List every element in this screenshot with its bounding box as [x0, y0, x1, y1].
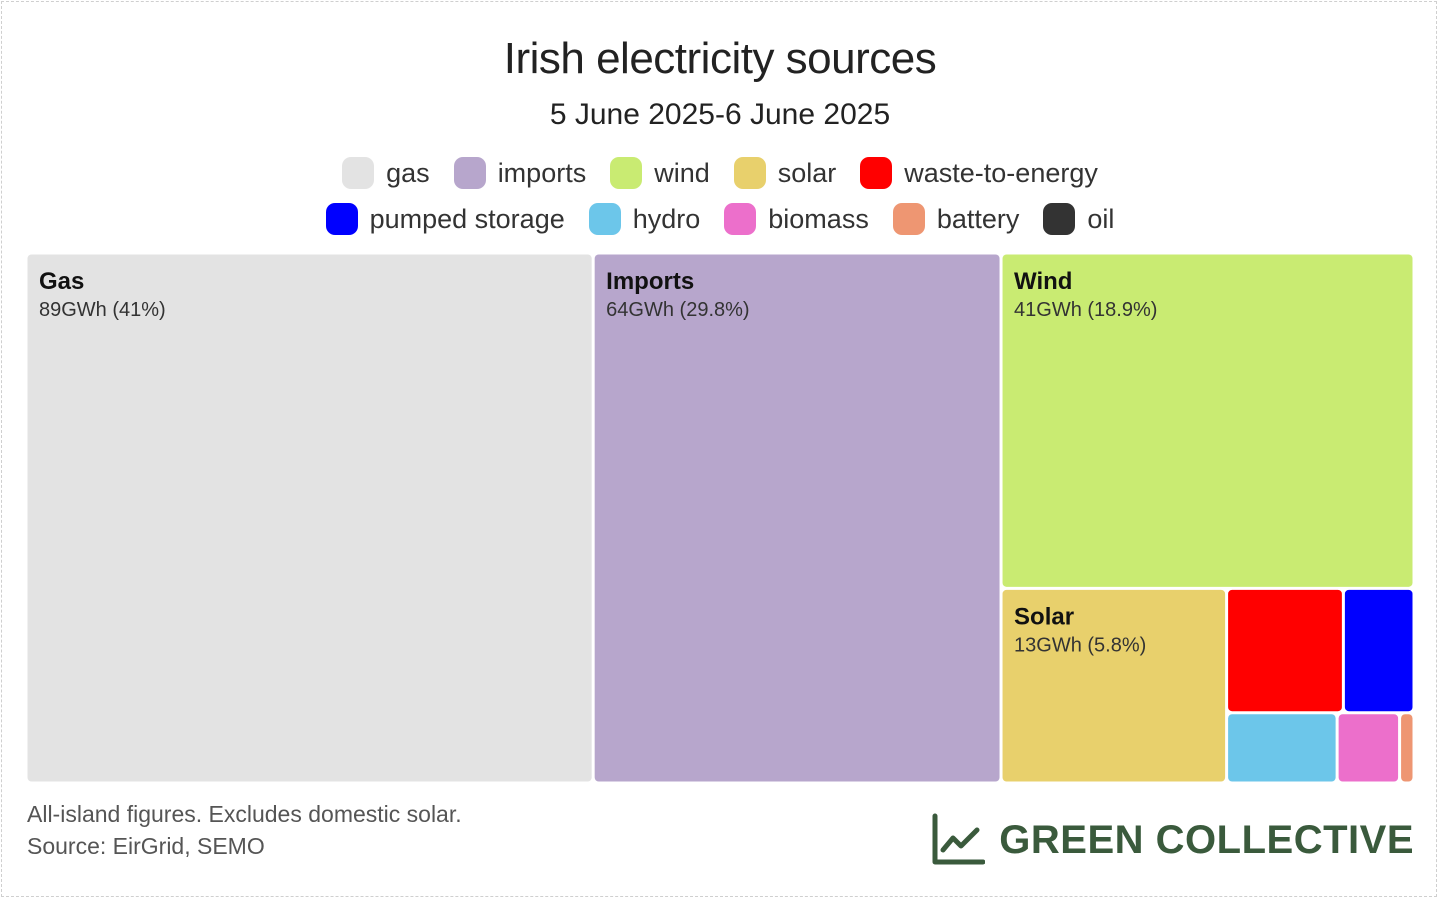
treemap-rect: [594, 254, 1000, 782]
legend-item-waste-to-energy: waste-to-energy: [860, 156, 1098, 190]
legend-swatch: [325, 203, 358, 235]
legend-item-solar: solar: [733, 156, 837, 190]
treemap-cell-value: 89GWh (41%): [39, 299, 166, 321]
legend-swatch: [453, 157, 486, 189]
treemap-rect: [1002, 254, 1413, 587]
treemap-rect: [1338, 714, 1399, 782]
legend-item-pumped-storage: pumped storage: [325, 202, 565, 236]
brand-logo-block: GREEN COLLECTIVE: [929, 812, 1414, 868]
treemap-cell-value: 64GWh (29.8%): [606, 299, 749, 321]
legend-item-biomass: biomass: [724, 202, 869, 236]
legend-swatch: [1043, 203, 1076, 235]
legend-swatch: [733, 157, 766, 189]
legend-swatch: [342, 157, 375, 189]
treemap-rect: [1344, 589, 1413, 712]
treemap-cell-title: Solar: [1014, 603, 1074, 630]
legend-item-wind: wind: [610, 156, 710, 190]
legend-row-1: gas imports wind solar waste-to-energy: [0, 156, 1440, 190]
treemap-cell-hydro: [1228, 714, 1336, 782]
legend-item-imports: imports: [453, 156, 587, 190]
footnote-scope: All-island figures. Excludes domestic so…: [27, 801, 462, 827]
treemap-rect: [1401, 714, 1413, 782]
legend-swatch: [610, 157, 643, 189]
legend-label: solar: [777, 157, 837, 188]
legend-label: battery: [936, 203, 1020, 234]
legend-swatch: [892, 203, 925, 235]
legend-item-oil: oil: [1043, 202, 1114, 236]
legend-label: wind: [654, 157, 710, 188]
legend-item-gas: gas: [342, 156, 430, 190]
legend-label: gas: [386, 157, 430, 188]
legend-label: oil: [1087, 203, 1115, 234]
legend-swatch: [860, 157, 893, 189]
legend-swatch: [724, 203, 757, 235]
treemap-rect: [1228, 714, 1336, 782]
legend-label: hydro: [632, 203, 701, 234]
treemap-cell-solar: Solar 13GWh (5.8%): [1002, 589, 1226, 782]
legend-label: waste-to-energy: [904, 157, 1098, 188]
treemap-cell-value: 13GWh (5.8%): [1014, 634, 1146, 656]
treemap-cell-title: Imports: [606, 268, 694, 295]
brand-name: GREEN COLLECTIVE: [999, 817, 1414, 862]
legend-label: biomass: [768, 203, 869, 234]
treemap-cell-gas: Gas 89GWh (41%): [27, 254, 592, 782]
legend-label: pumped storage: [369, 203, 565, 234]
treemap-cell-wind: Wind 41GWh (18.9%): [1002, 254, 1413, 587]
chart-title: Irish electricity sources: [503, 34, 937, 83]
legend-label: imports: [497, 157, 587, 188]
treemap-cell-imports: Imports 64GWh (29.8%): [594, 254, 1000, 782]
footnote-source: Source: EirGrid, SEMO: [27, 833, 265, 859]
treemap-cell-title: Wind: [1014, 268, 1072, 295]
treemap-cell-waste-to-energy: [1228, 589, 1342, 712]
treemap-cell-pumped-storage: [1344, 589, 1413, 712]
line-chart-logo-icon: [932, 813, 986, 865]
legend-item-hydro: hydro: [588, 202, 701, 236]
treemap-cell-biomass: [1338, 714, 1399, 782]
legend-row-2: pumped storage hydro biomass battery oil: [0, 202, 1440, 236]
treemap-cell-battery: [1401, 714, 1413, 782]
chart-subtitle: 5 June 2025-6 June 2025: [549, 98, 891, 131]
treemap-rect: [1002, 589, 1226, 782]
treemap-rect: [1228, 589, 1342, 712]
legend-swatch: [588, 203, 621, 235]
legend-item-battery: battery: [892, 202, 1020, 236]
treemap-rect: [27, 254, 592, 782]
treemap-cell-title: Gas: [39, 268, 84, 295]
treemap-cell-value: 41GWh (18.9%): [1014, 299, 1157, 321]
